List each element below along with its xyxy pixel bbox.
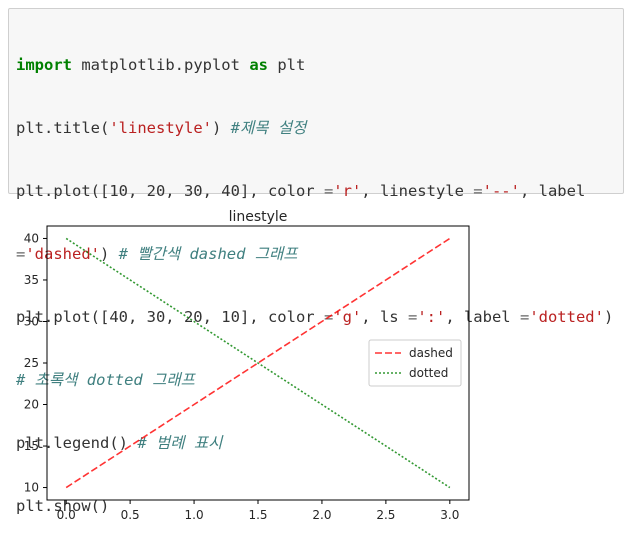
plot-output: linestyle 0.0 0.5 1.0 1.5 2.0 2.5 3.0 10 15 20 25 3… <box>24 209 470 522</box>
code-token: plt.plot([10, 20, 30, 40], color <box>16 182 324 200</box>
code-token: , linestyle <box>361 182 474 200</box>
code-token: = <box>16 245 26 263</box>
code-token: plt.title( <box>16 119 110 137</box>
code-line: import matplotlib.pyplot as plt <box>16 55 623 76</box>
code-token: plt <box>267 56 306 74</box>
code-token: # 빨간색 dashed 그래프 <box>118 245 298 263</box>
legend-label: dotted <box>409 366 448 380</box>
code-token: # 범례 표시 <box>137 434 223 452</box>
x-tick-label: 3.0 <box>440 508 459 522</box>
y-tick-label: 25 <box>24 356 39 370</box>
code-line: plt.title('linestyle') #제목 설정 <box>16 118 623 139</box>
x-tick-label: 1.5 <box>248 508 267 522</box>
x-tick-label: 2.0 <box>312 508 331 522</box>
legend-label: dashed <box>409 346 453 360</box>
code-token: import <box>16 56 72 74</box>
code-line: plt.plot([10, 20, 30, 40], color ='r', l… <box>16 181 623 202</box>
x-tick-label: 0.5 <box>121 508 140 522</box>
code-line: plt.plot([40, 30, 20, 10], color ='g', l… <box>16 307 623 328</box>
code-token: '--' <box>482 182 520 200</box>
code-token: , ls <box>361 308 408 326</box>
code-token: = <box>407 308 418 326</box>
code-token: ) <box>603 308 614 326</box>
code-token: = <box>519 308 530 326</box>
y-tick-label: 15 <box>24 439 39 453</box>
code-token: ) <box>211 119 231 137</box>
code-token: 'linestyle' <box>109 119 212 137</box>
y-tick-label: 10 <box>24 481 39 495</box>
series-line-dotted <box>65 237 451 489</box>
code-token: = <box>323 182 334 200</box>
code-token: = <box>473 182 483 200</box>
code-token: 'g' <box>333 308 362 326</box>
y-tick-label: 35 <box>24 273 39 287</box>
series-line-dashed <box>65 237 451 489</box>
code-token: # 초록색 dotted 그래프 <box>16 371 195 389</box>
code-token: #제목 설정 <box>230 119 307 137</box>
code-line: plt.show() <box>16 496 623 517</box>
code-token: matplotlib.pyplot <box>72 56 250 74</box>
code-cell[interactable]: import matplotlib.pyplot as plt plt.titl… <box>8 8 624 515</box>
code-token: , label <box>445 308 520 326</box>
code-token: 'dotted' <box>529 308 604 326</box>
legend-box <box>368 339 462 387</box>
code-line: # 초록색 dotted 그래프 <box>16 370 623 391</box>
code-line: plt.legend() # 범례 표시 <box>16 433 623 454</box>
x-tick-label: 1.0 <box>185 508 204 522</box>
chart-title: linestyle <box>229 209 288 225</box>
x-tick-label: 0.0 <box>57 508 76 522</box>
code-token: as <box>249 56 268 74</box>
code-token: , label <box>519 182 586 200</box>
y-tick-label: 20 <box>24 398 39 412</box>
x-tick-label: 2.5 <box>376 508 395 522</box>
code-token: plt.show() <box>16 497 110 515</box>
code-token: ':' <box>417 308 446 326</box>
code-token: 'r' <box>333 182 362 200</box>
code-line: ='dashed') # 빨간색 dashed 그래프 <box>16 244 623 265</box>
code-token: plt.legend() <box>16 434 138 452</box>
code-token: ) <box>100 245 119 263</box>
y-tick-label: 30 <box>24 314 39 328</box>
y-tick-label: 40 <box>24 231 39 245</box>
code-token: 'dashed' <box>25 245 100 263</box>
